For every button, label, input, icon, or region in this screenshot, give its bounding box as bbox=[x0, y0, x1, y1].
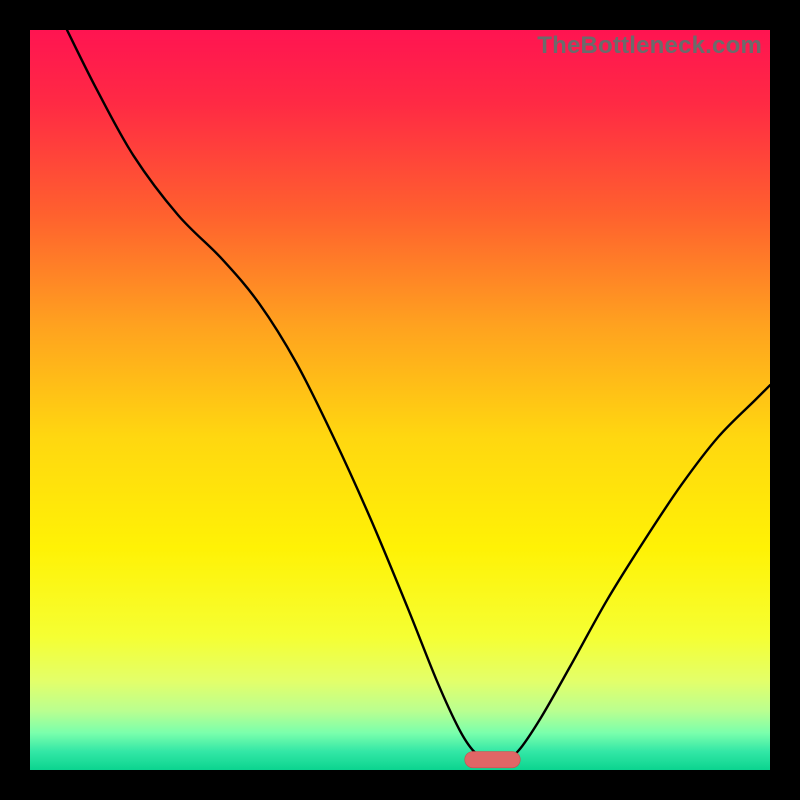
chart-frame: TheBottleneck.com bbox=[0, 0, 800, 800]
gradient-background bbox=[30, 30, 770, 770]
watermark-text: TheBottleneck.com bbox=[537, 32, 762, 60]
plot-area bbox=[30, 30, 770, 770]
chart-svg bbox=[30, 30, 770, 770]
optimal-range-marker bbox=[465, 752, 521, 768]
